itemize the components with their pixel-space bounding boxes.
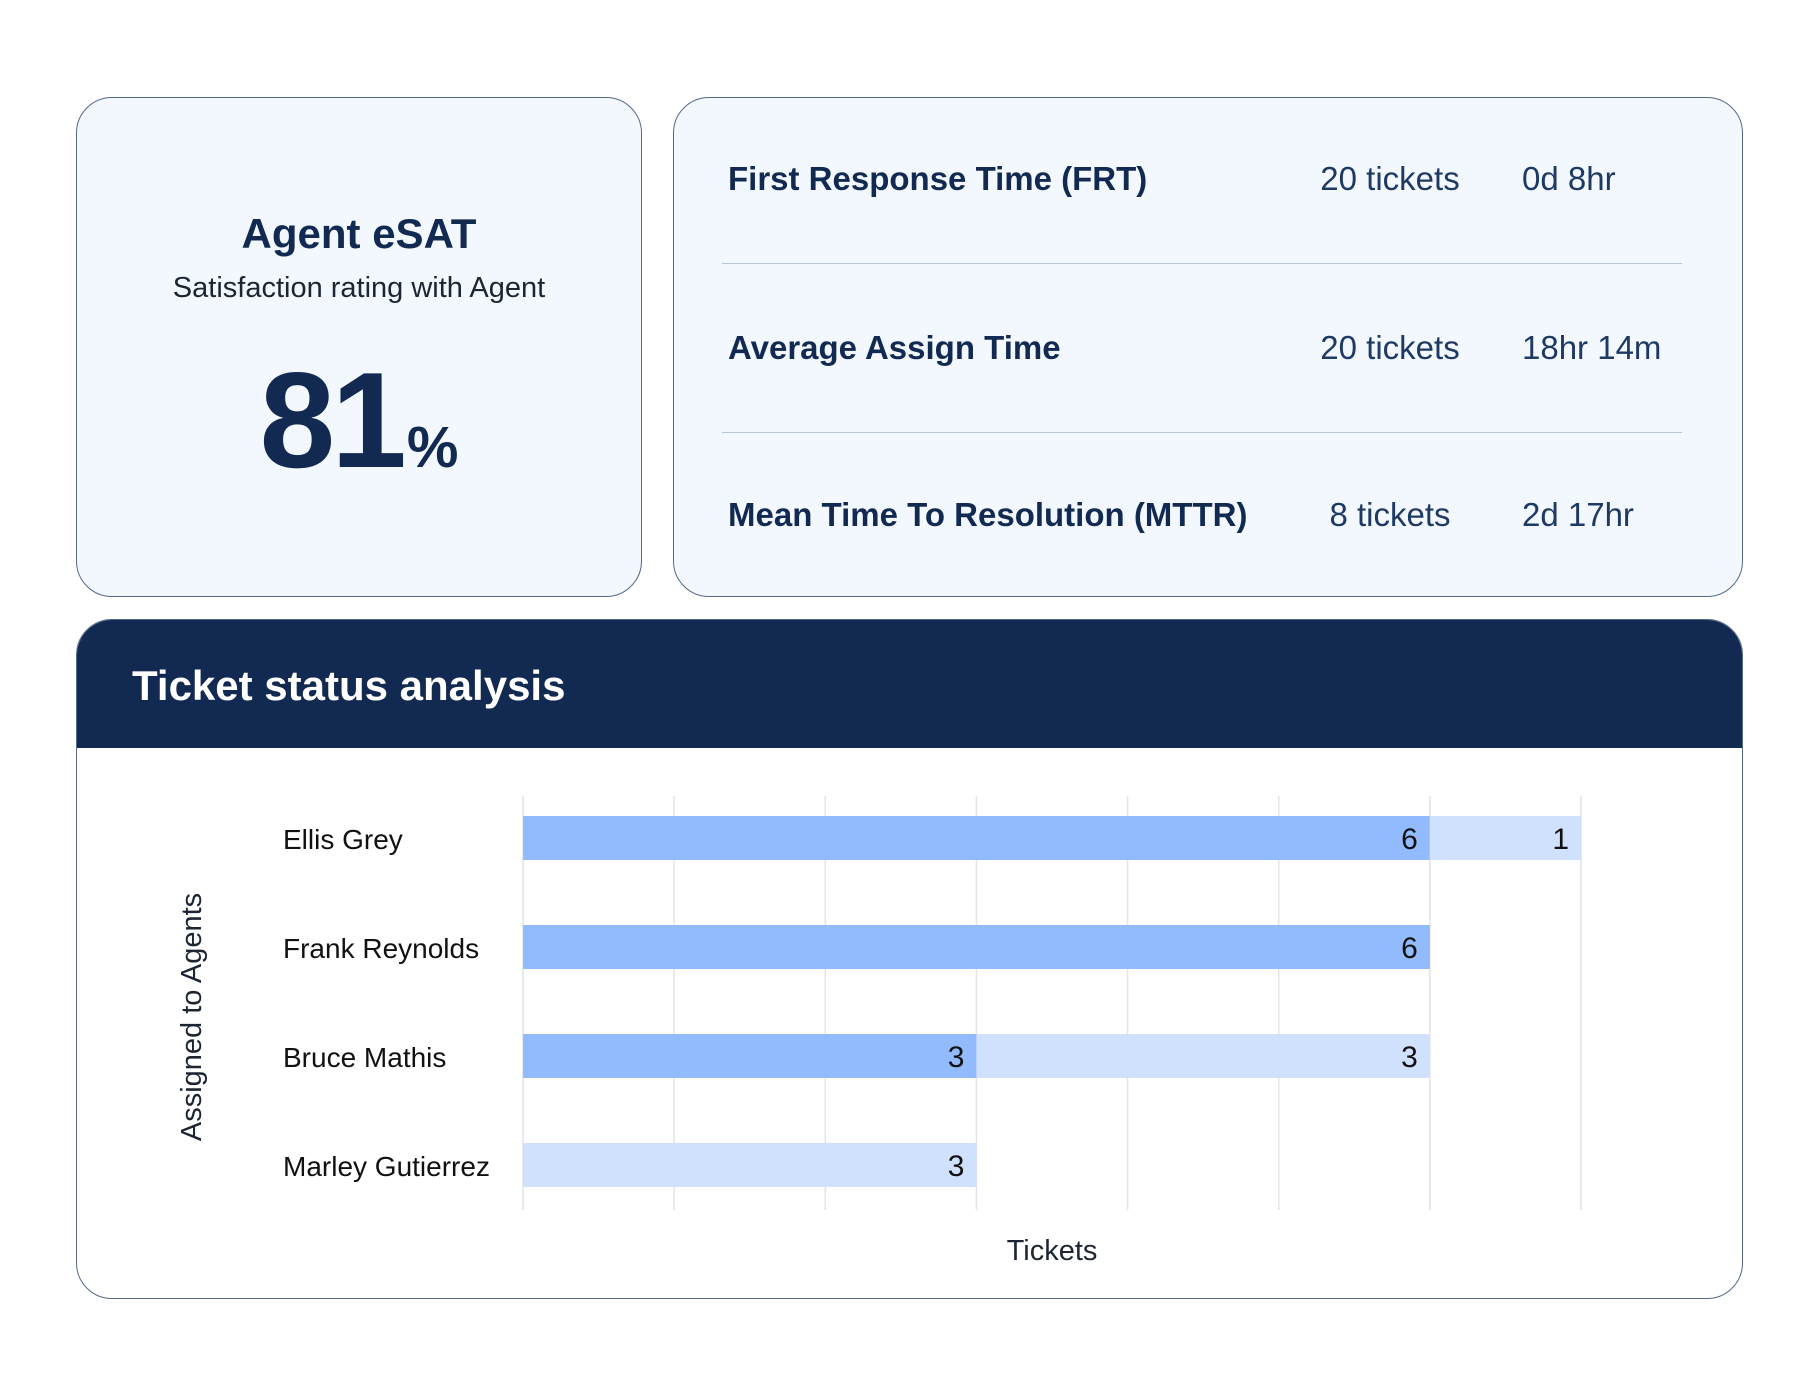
bar-segment (1429, 816, 1581, 860)
metric-row-assign-time: Average Assign Time 20 tickets 18hr 14m (674, 329, 1742, 389)
metric-value: 0d 8hr (1522, 160, 1616, 197)
bar-segment (523, 1143, 977, 1187)
agent-label: Marley Gutierrez (283, 1151, 490, 1182)
data-label: 6 (1401, 823, 1418, 856)
bar-segment (523, 925, 1430, 969)
metric-count: 8 tickets (1329, 496, 1451, 533)
data-label: 3 (948, 1041, 965, 1074)
bar-segment (523, 1034, 977, 1078)
metric-divider (722, 263, 1682, 264)
metric-value: 2d 17hr (1522, 496, 1634, 533)
agent-label: Bruce Mathis (283, 1042, 446, 1073)
x-axis-title: Tickets (1007, 1235, 1098, 1267)
data-label: 3 (948, 1150, 965, 1183)
metric-divider (722, 432, 1682, 433)
metric-name: Average Assign Time (728, 329, 1061, 366)
data-label: 6 (1401, 932, 1418, 965)
metric-row-mttr: Mean Time To Resolution (MTTR) 8 tickets… (674, 496, 1742, 556)
esat-subtitle: Satisfaction rating with Agent (172, 272, 546, 304)
data-label: 3 (1401, 1041, 1418, 1074)
metric-count: 20 tickets (1320, 160, 1460, 197)
metric-value: 18hr 14m (1522, 329, 1662, 366)
ticket-status-card: Ticket status analysis Ellis Grey 6 1 Frank… (76, 619, 1743, 1299)
chart-title: Ticket status analysis (132, 662, 566, 709)
data-label: 1 (1552, 823, 1569, 856)
ticket-status-chart: Ellis Grey 6 1 Frank Reynolds 6 Bruce Mathis 3… (176, 796, 1582, 1267)
agent-label: Ellis Grey (283, 824, 403, 855)
bar-segment (976, 1034, 1430, 1078)
y-axis-title: Assigned to Agents (176, 893, 208, 1141)
esat-title: Agent eSAT (241, 210, 477, 257)
esat-value: 81 (259, 344, 407, 496)
agent-label: Frank Reynolds (283, 933, 479, 964)
esat-card: Agent eSAT Satisfaction rating with Agen… (76, 97, 642, 597)
metric-name: Mean Time To Resolution (MTTR) (728, 496, 1248, 533)
bar-segment (523, 816, 1430, 860)
metrics-card: First Response Time (FRT) 20 tickets 0d … (673, 97, 1743, 597)
metric-row-frt: First Response Time (FRT) 20 tickets 0d … (674, 160, 1742, 220)
metric-count: 20 tickets (1320, 329, 1460, 366)
esat-unit: % (406, 415, 459, 480)
metric-name: First Response Time (FRT) (728, 160, 1148, 197)
chart-header: Ticket status analysis (77, 620, 1742, 748)
esat-value-wrap: 81% (77, 342, 641, 498)
